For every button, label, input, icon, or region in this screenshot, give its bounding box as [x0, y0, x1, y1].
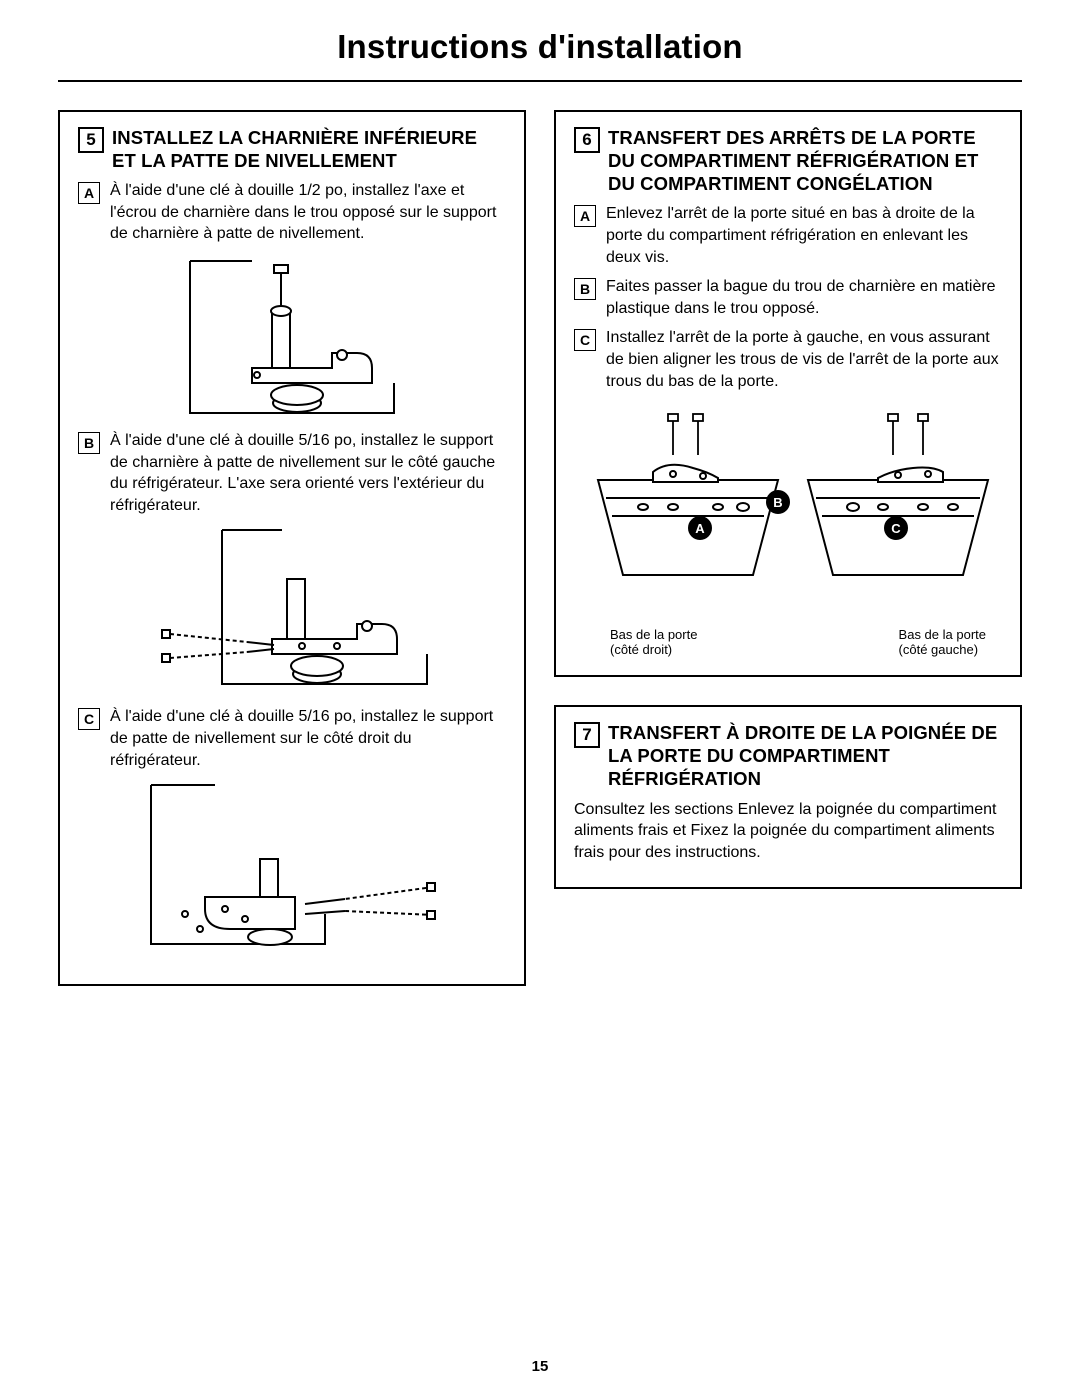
page-title: Instructions d'installation [58, 28, 1022, 66]
step-5-C-text: À l'aide d'une clé à douille 5/16 po, in… [110, 706, 506, 771]
step-5-B-text: À l'aide d'une clé à douille 5/16 po, in… [110, 430, 506, 516]
item-label-A: A [78, 182, 100, 204]
figure-6-captions: Bas de la porte (côté droit) Bas de la p… [574, 627, 1002, 657]
step-6-A-text: Enlevez l'arrêt de la porte situé en bas… [606, 203, 1002, 268]
step-5-title: INSTALLEZ LA CHARNIÈRE INFÉRIEURE ET LA … [112, 126, 506, 172]
item-label-C: C [78, 708, 100, 730]
figure-5B-left-bracket [152, 524, 432, 694]
item-label-A: A [574, 205, 596, 227]
step-5-item-A: A À l'aide d'une clé à douille 1/2 po, i… [78, 180, 506, 245]
step-6-box: 6 TRANSFERT DES ARRÊTS DE LA PORTE DU CO… [554, 110, 1022, 677]
step-6-item-B: B Faites passer la bague du trou de char… [574, 276, 1002, 319]
step-6-title: TRANSFERT DES ARRÊTS DE LA PORTE DU COMP… [608, 126, 1002, 195]
item-label-B: B [78, 432, 100, 454]
step-6-B-text: Faites passer la bague du trou de charni… [606, 276, 1002, 319]
step-7-heading: 7 TRANSFERT À DROITE DE LA POIGNÉE DE LA… [574, 721, 1002, 790]
step-7-number: 7 [574, 722, 600, 748]
callout-A-label: A [695, 521, 705, 536]
step-6-C-text: Installez l'arrêt de la porte à gauche, … [606, 327, 1002, 392]
step-5-heading: 5 INSTALLEZ LA CHARNIÈRE INFÉRIEURE ET L… [78, 126, 506, 172]
step-7-para: Consultez les sections Enlevez la poigné… [574, 799, 1002, 864]
step-5-box: 5 INSTALLEZ LA CHARNIÈRE INFÉRIEURE ET L… [58, 110, 526, 986]
step-7-title: TRANSFERT À DROITE DE LA POIGNÉE DE LA P… [608, 721, 1002, 790]
page-number: 15 [0, 1358, 1080, 1375]
figure-6-caption-left: Bas de la porte (côté droit) [610, 627, 697, 657]
step-6-heading: 6 TRANSFERT DES ARRÊTS DE LA PORTE DU CO… [574, 126, 1002, 195]
title-rule [58, 80, 1022, 82]
item-label-C: C [574, 329, 596, 351]
left-column: 5 INSTALLEZ LA CHARNIÈRE INFÉRIEURE ET L… [58, 110, 526, 986]
step-5-item-B: B À l'aide d'une clé à douille 5/16 po, … [78, 430, 506, 516]
step-6-number: 6 [574, 127, 600, 153]
figure-6-caption-right: Bas de la porte (côté gauche) [899, 627, 986, 657]
step-5-A-text: À l'aide d'une clé à douille 1/2 po, ins… [110, 180, 506, 245]
step-7-box: 7 TRANSFERT À DROITE DE LA POIGNÉE DE LA… [554, 705, 1022, 889]
item-label-B: B [574, 278, 596, 300]
callout-B-label: B [773, 495, 782, 510]
content-columns: 5 INSTALLEZ LA CHARNIÈRE INFÉRIEURE ET L… [58, 110, 1022, 986]
step-5-item-C: C À l'aide d'une clé à douille 5/16 po, … [78, 706, 506, 771]
step-5-number: 5 [78, 127, 104, 153]
callout-C-label: C [891, 521, 901, 536]
figure-5C-right-bracket [145, 779, 440, 954]
step-6-item-A: A Enlevez l'arrêt de la porte situé en b… [574, 203, 1002, 268]
right-column: 6 TRANSFERT DES ARRÊTS DE LA PORTE DU CO… [554, 110, 1022, 986]
step-6-item-C: C Installez l'arrêt de la porte à gauche… [574, 327, 1002, 392]
figure-5A-hinge-pin [182, 253, 402, 418]
figure-6-door-stops: B A C [578, 400, 998, 615]
